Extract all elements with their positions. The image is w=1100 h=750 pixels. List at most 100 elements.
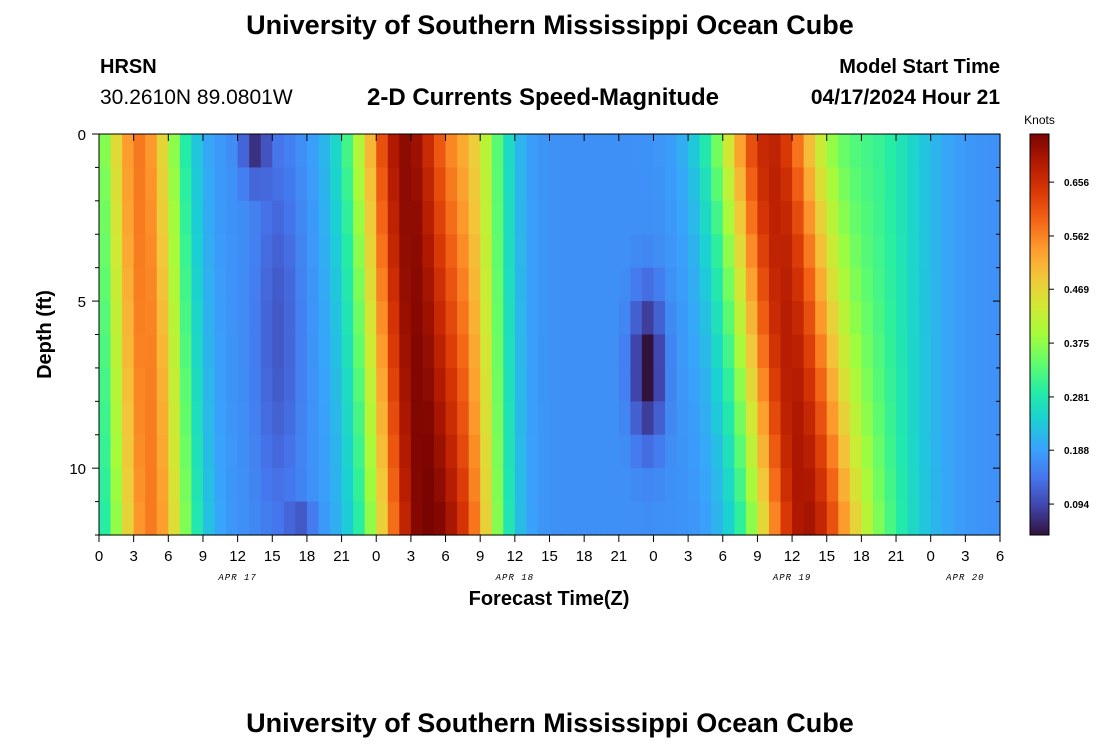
heatmap-cell	[919, 301, 932, 336]
heatmap-cell	[595, 267, 608, 302]
heatmap-cell	[930, 167, 943, 202]
heatmap-cell	[896, 267, 909, 302]
heatmap-cell	[561, 301, 574, 336]
heatmap-cell	[399, 434, 412, 469]
heatmap-cell	[734, 267, 747, 302]
heatmap-cell	[457, 434, 470, 469]
heatmap-cell	[849, 434, 862, 469]
heatmap-cell	[641, 334, 655, 369]
heatmap-cell	[826, 167, 839, 202]
heatmap-cell	[976, 134, 990, 169]
heatmap-cell	[226, 267, 239, 302]
heatmap-cell	[122, 267, 135, 302]
x-tick-label: 12	[507, 548, 524, 565]
heatmap-cell	[930, 501, 943, 536]
heatmap-cell	[780, 468, 793, 503]
x-tick-label: 15	[818, 548, 835, 565]
heatmap-cell	[849, 134, 862, 169]
heatmap-cell	[607, 468, 620, 503]
heatmap-cell	[295, 468, 308, 503]
heatmap-cell	[896, 301, 909, 336]
heatmap-cell	[237, 200, 250, 235]
heatmap-cell	[145, 501, 158, 536]
heatmap-cell	[145, 134, 158, 169]
heatmap-cell	[433, 200, 447, 235]
heatmap-cell	[272, 134, 285, 169]
heatmap-cell	[410, 267, 424, 302]
heatmap-cell	[318, 234, 331, 269]
heatmap-cell	[768, 167, 782, 202]
heatmap-cell	[676, 167, 689, 202]
heatmap-cell	[699, 334, 712, 369]
heatmap-cell	[988, 301, 1001, 336]
x-tick-label: 6	[441, 548, 449, 565]
heatmap-cell	[768, 234, 782, 269]
footer-title: University of Southern Mississippi Ocean…	[246, 708, 854, 738]
heatmap-cell	[653, 334, 666, 369]
heatmap-cell	[168, 234, 181, 269]
heatmap-cell	[445, 134, 458, 169]
heatmap-cell	[653, 134, 666, 169]
heatmap-cell	[815, 301, 828, 336]
heatmap-cell	[745, 167, 759, 202]
heatmap-cell	[965, 434, 978, 469]
heatmap-cell	[445, 468, 458, 503]
heatmap-cell	[734, 334, 747, 369]
heatmap-cell	[676, 134, 689, 169]
heatmap-cell	[318, 367, 331, 402]
heatmap-cell	[641, 367, 655, 402]
heatmap-cell	[676, 267, 689, 302]
heatmap-cell	[768, 501, 782, 536]
heatmap-cell	[168, 367, 181, 402]
heatmap-cell	[872, 301, 886, 336]
heatmap-cell	[122, 434, 135, 469]
heatmap-cell	[803, 434, 816, 469]
heatmap-cell	[179, 468, 193, 503]
heatmap-cell	[884, 434, 897, 469]
heatmap-cell	[607, 367, 620, 402]
heatmap-cell	[780, 200, 793, 235]
heatmap-cell	[514, 501, 527, 536]
heatmap-cell	[803, 234, 816, 269]
x-tick-label: 3	[684, 548, 692, 565]
heatmap-cell	[653, 167, 666, 202]
heatmap-cell	[734, 367, 747, 402]
heatmap-cell	[653, 434, 666, 469]
heatmap-cell	[722, 134, 735, 169]
heatmap-cell	[306, 468, 320, 503]
heatmap-cell	[849, 267, 862, 302]
heatmap-cell	[988, 167, 1001, 202]
heatmap-cell	[214, 401, 227, 436]
heatmap-cell	[330, 167, 343, 202]
heatmap-cell	[745, 468, 759, 503]
heatmap-cell	[214, 367, 227, 402]
heatmap-cell	[526, 401, 539, 436]
heatmap-cell	[491, 367, 504, 402]
heatmap-cell	[745, 234, 759, 269]
heatmap-cell	[803, 468, 816, 503]
heatmap-cell	[549, 334, 562, 369]
heatmap-cell	[930, 234, 943, 269]
heatmap-cell	[468, 334, 481, 369]
heatmap-cell	[468, 267, 481, 302]
heatmap-cell	[965, 167, 978, 202]
heatmap-cell	[364, 501, 377, 536]
colorbar-tick-label: 0.375	[1064, 339, 1089, 350]
heatmap-cell	[376, 501, 389, 536]
colorbar	[1029, 133, 1050, 536]
heatmap-cell	[480, 401, 493, 436]
heatmap-cell	[133, 501, 146, 536]
heatmap-cell	[618, 401, 631, 436]
heatmap-cell	[272, 334, 285, 369]
heatmap-cell	[306, 200, 320, 235]
heatmap-cell	[364, 468, 377, 503]
heatmap-cell	[942, 301, 955, 336]
heatmap-cell	[283, 434, 296, 469]
heatmap-cell	[699, 234, 712, 269]
heatmap-cell	[665, 501, 678, 536]
heatmap-cell	[445, 267, 458, 302]
heatmap-cell	[364, 200, 377, 235]
heatmap-cell	[353, 468, 366, 503]
heatmap-cell	[872, 468, 886, 503]
heatmap-cell	[318, 267, 331, 302]
